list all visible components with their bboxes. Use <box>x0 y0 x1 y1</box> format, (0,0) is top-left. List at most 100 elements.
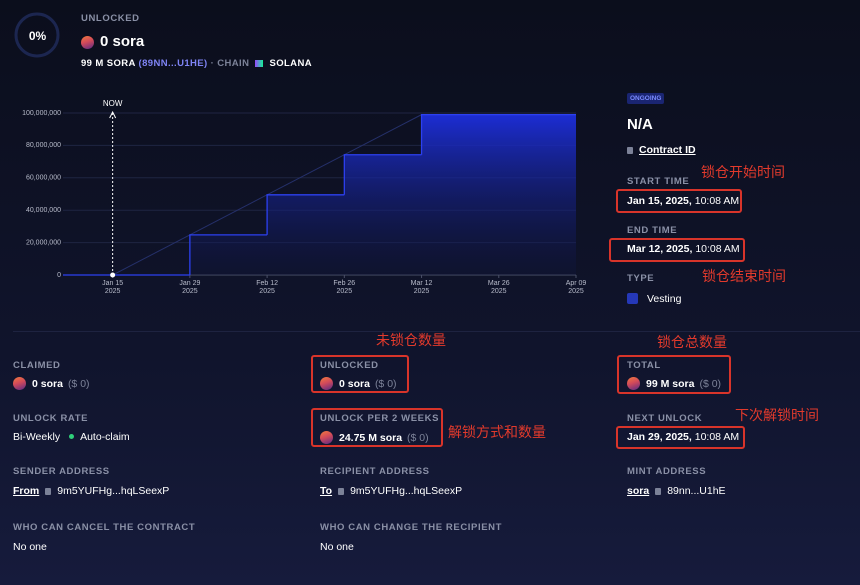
detail-value: 24.75 M sora ($ 0) <box>320 431 429 444</box>
highlight <box>616 189 742 213</box>
y-tick-label: 80,000,000 <box>26 142 61 149</box>
start-label: START TIME <box>627 176 690 187</box>
detail-value: To 9m5YUFHg...hqLSeexP <box>320 485 462 497</box>
separator: · <box>210 58 215 69</box>
link[interactable]: sora <box>627 485 650 497</box>
type: Vesting <box>627 293 681 305</box>
now-dot <box>110 272 116 278</box>
amount: 0 sora <box>32 378 63 390</box>
amount-text: 0 sora <box>100 33 145 50</box>
contract-id-link[interactable]: Contract ID <box>639 144 696 156</box>
x-tick-label: Jan 15 2025 <box>102 280 124 295</box>
highlight <box>609 238 745 262</box>
y-tick-label: 100,000,000 <box>22 110 61 117</box>
address: 9m5YUFHg...hqLSeexP <box>57 485 170 497</box>
start-time: 10:08 AM <box>694 195 740 207</box>
x-tick-label: Feb 12 2025 <box>256 280 278 295</box>
end-date: Mar 12, 2025, <box>627 243 693 255</box>
y-tick-label: 0 <box>57 272 61 279</box>
detail-value: 0 sora ($ 0) <box>320 377 397 390</box>
token-icon <box>81 36 94 49</box>
usd: ($ 0) <box>699 378 722 390</box>
end: Mar 12, 2025, 10:08 AM <box>627 243 740 255</box>
x-tick-label: Jan 29 2025 <box>179 280 201 295</box>
highlight <box>616 426 745 449</box>
annotation: 下次解锁时间 <box>735 407 819 423</box>
total: 99 M SORA <box>81 58 136 69</box>
step-line <box>266 194 345 235</box>
step-line <box>189 234 268 275</box>
chart: 0 20,000,000 40,000,000 60,000,000 80,000,00… <box>14 12 577 279</box>
detail-value: From 9m5YUFHg...hqLSeexP <box>13 485 169 497</box>
contract-id[interactable]: Contract ID <box>627 144 696 156</box>
annotation: 锁仓结束时间 <box>702 268 786 284</box>
x-tick-label: Mar 26 2025 <box>487 280 510 295</box>
x-tick-label: Mar 12 2025 <box>410 280 433 295</box>
status: UNLOCKED <box>81 13 140 24</box>
y-tick-label: 40,000,000 <box>26 207 61 214</box>
start-date: Jan 15, 2025, <box>627 195 692 207</box>
type-label: TYPE <box>627 273 655 284</box>
step-line <box>343 154 422 195</box>
chain-icon <box>255 60 264 67</box>
highlight <box>311 355 409 393</box>
token-line: 99 M SORA (89NN...U1HE) · CHAIN SOLANA <box>81 58 312 69</box>
address: 9m5YUFHg...hqLSeexP <box>350 485 463 497</box>
amount: 0 sora <box>81 33 144 50</box>
time: 10:08 AM <box>694 431 740 443</box>
y-tick-label: 60,000,000 <box>26 175 61 182</box>
now-label: NOW <box>103 99 123 108</box>
detail-value: 0 sora ($ 0) <box>13 377 90 390</box>
detail-label: UNLOCKED <box>320 360 379 371</box>
divider <box>13 331 860 332</box>
step-line <box>420 113 576 155</box>
detail-value: Bi-Weekly Auto-claim <box>13 431 130 443</box>
annotation: 锁仓总数量 <box>657 334 727 350</box>
highlight <box>311 408 443 447</box>
end-time: 10:08 AM <box>695 243 740 255</box>
progress: 0% <box>28 29 47 43</box>
date: Jan 29, 2025, <box>627 431 692 443</box>
address[interactable]: (89NN...U1HE) <box>138 58 208 69</box>
detail-label: CLAIMED <box>13 360 61 371</box>
detail-label: TOTAL <box>627 360 661 371</box>
detail-label: WHO CAN CANCEL THE CONTRACT <box>13 522 196 533</box>
link[interactable]: From <box>13 485 40 497</box>
highlight <box>617 355 731 394</box>
amount: 24.75 M sora <box>339 432 403 444</box>
copy-icon <box>627 147 633 154</box>
detail-label: RECIPIENT ADDRESS <box>320 466 430 477</box>
detail-label: SENDER ADDRESS <box>13 466 110 477</box>
detail-label: NEXT UNLOCK <box>627 413 703 424</box>
detail-value: Jan 29, 2025, 10:08 AM <box>627 431 739 443</box>
detail-label: UNLOCK RATE <box>13 413 89 424</box>
chain: SOLANA <box>269 58 312 69</box>
type-text: Vesting <box>647 293 682 305</box>
rate: Bi-Weekly <box>13 431 61 443</box>
x-tick-label: Feb 26 2025 <box>333 280 356 295</box>
contract-name: N/A <box>627 116 653 133</box>
x-tick-label: Apr 09 2025 <box>565 280 587 295</box>
address: 89nn...U1hE <box>667 485 726 497</box>
detail-value: 99 M sora ($ 0) <box>627 377 721 390</box>
now-arrow <box>109 110 117 119</box>
usd: ($ 0) <box>374 378 397 390</box>
detail-value: No one <box>13 541 47 553</box>
auto-claim: Auto-claim <box>80 431 130 443</box>
detail-value: sora 89nn...U1hE <box>627 485 726 497</box>
detail-label: MINT ADDRESS <box>627 466 707 477</box>
detail-value: No one <box>320 541 354 553</box>
detail-label: UNLOCK PER 2 WEEKS <box>320 413 440 424</box>
type-icon <box>627 293 638 304</box>
y-tick-label: 20,000,000 <box>26 239 61 246</box>
start: Jan 15, 2025, 10:08 AM <box>627 195 739 207</box>
annotation: 锁仓开始时间 <box>701 164 785 180</box>
chain-label: CHAIN <box>217 58 250 69</box>
link[interactable]: To <box>320 485 333 497</box>
end-label: END TIME <box>627 225 678 236</box>
status-badge: ONGOING <box>627 93 665 104</box>
progress-ring <box>14 12 60 58</box>
detail-label: WHO CAN CHANGE THE RECIPIENT <box>320 522 502 533</box>
usd: ($ 0) <box>67 378 90 390</box>
